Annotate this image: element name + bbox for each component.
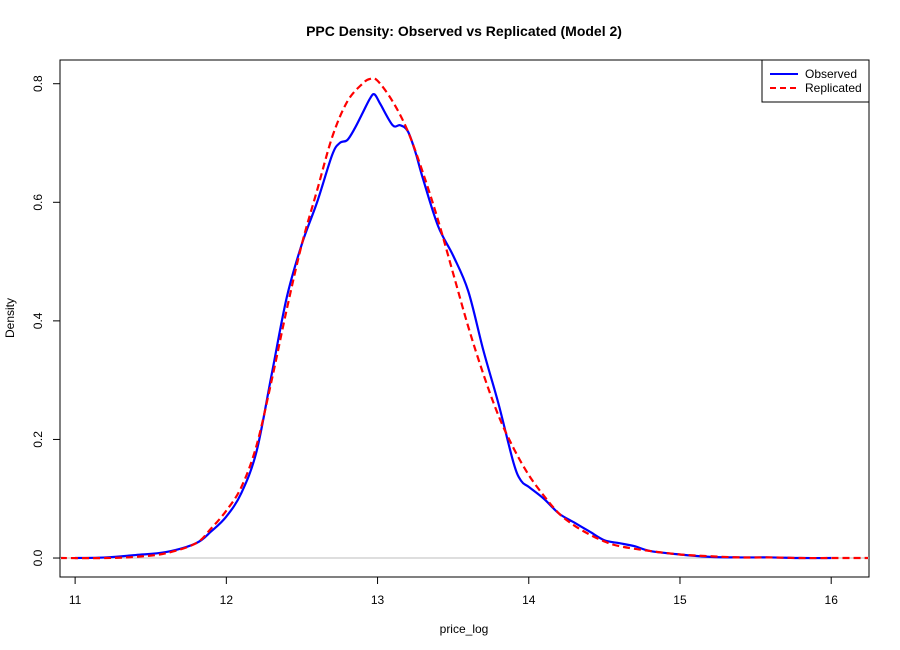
series-layer [61, 77, 868, 560]
y-axis-label: Density [3, 298, 17, 338]
y-tick-label: 0.0 [31, 549, 45, 566]
y-tick-label: 0.6 [31, 194, 45, 211]
x-tick-label: 13 [371, 593, 385, 607]
y-tick-label: 0.2 [31, 431, 45, 448]
legend-replicated-label: Replicated [805, 81, 862, 95]
series-line-replicated [61, 77, 868, 560]
legend: Observed Replicated [761, 59, 870, 103]
x-axis: 11 12 13 14 15 16 [69, 576, 839, 607]
x-tick-label: 11 [69, 593, 82, 607]
y-axis: 0.0 0.2 0.4 0.6 0.8 [31, 75, 61, 566]
x-tick-label: 12 [220, 593, 234, 607]
chart-title: PPC Density: Observed vs Replicated (Mod… [306, 23, 622, 39]
x-tick-label: 14 [522, 593, 536, 607]
x-tick-label: 15 [673, 593, 687, 607]
x-tick-label: 16 [825, 593, 839, 607]
y-tick-label: 0.8 [31, 75, 45, 92]
y-tick-label: 0.4 [31, 312, 45, 329]
x-axis-label: price_log [440, 622, 489, 636]
legend-box [761, 59, 870, 103]
legend-observed-label: Observed [805, 67, 857, 81]
